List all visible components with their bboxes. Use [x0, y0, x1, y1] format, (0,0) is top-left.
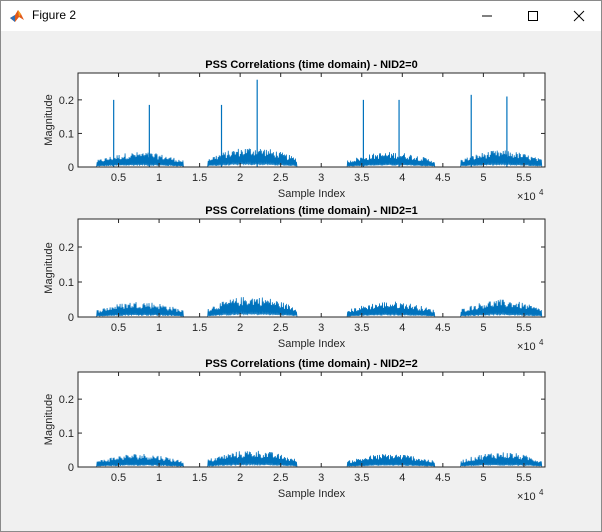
- x-exponent-label: ×10: [517, 491, 536, 503]
- subplot-3: PSS Correlations (time domain) - NID2=2 0…: [43, 358, 546, 503]
- x-tick-label: 2.5: [273, 472, 288, 484]
- y-tick-label: 0: [68, 162, 74, 174]
- x-tick-label: 1: [156, 322, 162, 334]
- x-tick-label: 5: [480, 172, 486, 184]
- x-tick-label: 2.5: [273, 172, 288, 184]
- x-tick-label: 4: [399, 322, 405, 334]
- x-tick-label: 4: [399, 472, 405, 484]
- maximize-icon: [528, 11, 538, 21]
- series-line: [78, 297, 545, 318]
- x-tick-label: 0.5: [111, 472, 126, 484]
- minimize-icon: [482, 15, 492, 17]
- x-exponent-power: 4: [539, 188, 544, 197]
- x-tick-label: 2: [237, 172, 243, 184]
- window-title: Figure 2: [32, 8, 77, 22]
- close-icon: [573, 10, 585, 22]
- minimize-button[interactable]: [464, 0, 510, 31]
- x-tick-label: 1.5: [192, 322, 207, 334]
- x-axis-label: Sample Index: [278, 488, 346, 500]
- x-axis-label: Sample Index: [278, 338, 346, 350]
- subplot-1: PSS Correlations (time domain) - NID2=0 0…: [43, 59, 546, 203]
- x-tick-label: 0.5: [111, 322, 126, 334]
- y-tick-label: 0: [68, 312, 74, 324]
- series-line: [78, 450, 545, 468]
- x-tick-label: 3: [318, 322, 324, 334]
- axes-background: [78, 219, 545, 317]
- maximize-button[interactable]: [510, 0, 556, 31]
- subplot-2: PSS Correlations (time domain) - NID2=1 0…: [43, 205, 546, 353]
- x-tick-label: 3.5: [354, 322, 369, 334]
- x-tick-label: 2: [237, 472, 243, 484]
- axes-background: [78, 73, 545, 167]
- x-tick-label: 5: [480, 322, 486, 334]
- series-trace: [78, 297, 545, 318]
- x-exponent-label: ×10: [517, 191, 536, 203]
- x-axis-label: Sample Index: [278, 188, 346, 200]
- x-tick-label: 3: [318, 172, 324, 184]
- x-tick-label: 4: [399, 172, 405, 184]
- x-tick-label: 1.5: [192, 172, 207, 184]
- y-tick-label: 0.1: [59, 277, 74, 289]
- close-button[interactable]: [556, 0, 602, 31]
- x-tick-label: 4.5: [435, 172, 450, 184]
- x-tick-label: 3.5: [354, 472, 369, 484]
- x-tick-label: 1: [156, 172, 162, 184]
- series-trace: [78, 450, 545, 468]
- matlab-logo-icon: [10, 10, 24, 22]
- axes-background: [78, 372, 545, 467]
- axes-title: PSS Correlations (time domain) - NID2=2: [205, 358, 417, 370]
- x-tick-label: 5.5: [516, 172, 531, 184]
- x-tick-label: 4.5: [435, 472, 450, 484]
- window-titlebar[interactable]: Figure 2: [0, 0, 602, 32]
- y-axis-label: Magnitude: [43, 394, 55, 445]
- y-axis-label: Magnitude: [43, 242, 55, 293]
- y-tick-label: 0.1: [59, 428, 74, 440]
- axes-title: PSS Correlations (time domain) - NID2=1: [205, 205, 417, 217]
- figure-canvas: PSS Correlations (time domain) - NID2=0 0…: [0, 31, 602, 532]
- axes-title: PSS Correlations (time domain) - NID2=0: [205, 59, 417, 71]
- y-tick-label: 0.1: [59, 128, 74, 140]
- plots-svg: PSS Correlations (time domain) - NID2=0 0…: [43, 59, 546, 503]
- x-tick-label: 0.5: [111, 172, 126, 184]
- x-tick-label: 1: [156, 472, 162, 484]
- x-tick-label: 3: [318, 472, 324, 484]
- y-tick-label: 0.2: [59, 95, 74, 107]
- x-exponent-label: ×10: [517, 341, 536, 353]
- x-exponent-power: 4: [539, 338, 544, 347]
- y-tick-label: 0.2: [59, 242, 74, 254]
- axes-box: [77, 218, 546, 318]
- axes-box: [77, 72, 546, 168]
- y-tick-label: 0.2: [59, 394, 74, 406]
- axes-box: [77, 371, 546, 468]
- x-tick-label: 3.5: [354, 172, 369, 184]
- x-tick-label: 5.5: [516, 322, 531, 334]
- x-tick-label: 5.5: [516, 472, 531, 484]
- series-line: [78, 79, 545, 168]
- x-exponent-power: 4: [539, 488, 544, 497]
- series-trace: [78, 148, 545, 168]
- x-tick-label: 2.5: [273, 322, 288, 334]
- x-tick-label: 5: [480, 472, 486, 484]
- x-tick-label: 1.5: [192, 472, 207, 484]
- x-tick-label: 4.5: [435, 322, 450, 334]
- x-tick-label: 2: [237, 322, 243, 334]
- y-tick-label: 0: [68, 462, 74, 474]
- y-axis-label: Magnitude: [43, 94, 55, 145]
